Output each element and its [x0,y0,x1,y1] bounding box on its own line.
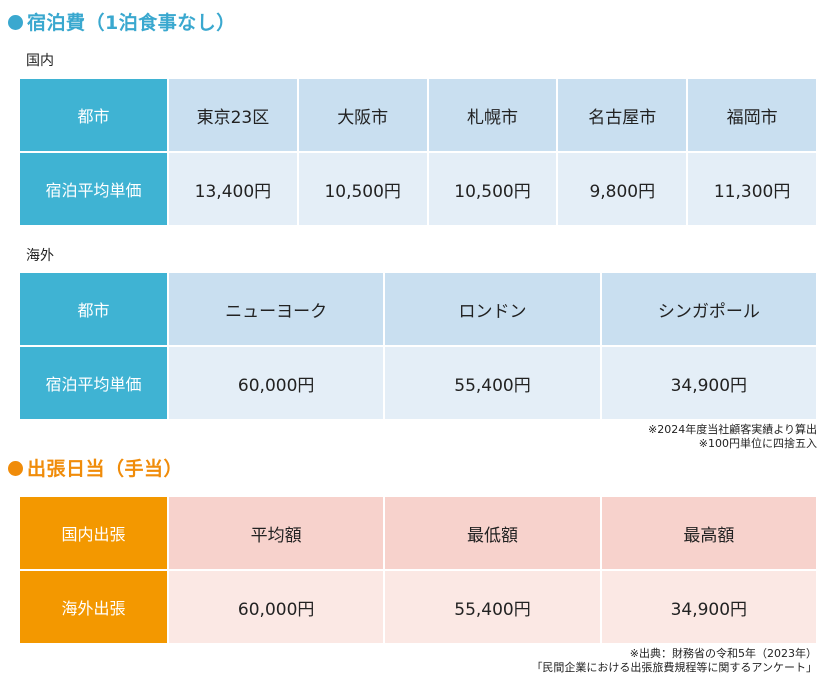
domestic-lodging-table: 都市 東京23区 大阪市 札幌市 名古屋市 福岡市 宿泊平均単価 13,400円… [18,77,818,227]
note-line: ※出典：財務省の令和5年（2023年） [629,647,817,660]
city-cell: シンガポール [601,273,816,345]
note-line: ※2024年度当社顧客実績より算出 [648,423,817,436]
allowance-table: 国内出張 平均額 最低額 最高額 海外出張 60,000円 55,400円 34… [18,495,818,645]
lodging-heading: 宿泊費（1泊食事なし） [8,8,236,35]
lodging-title: 宿泊費（1泊食事なし） [27,12,236,34]
table-row: 宿泊平均単価 60,000円 55,400円 34,900円 [20,347,816,419]
city-cell: 福岡市 [688,79,816,151]
price-cell: 10,500円 [428,153,557,225]
price-cell: 11,300円 [688,153,816,225]
city-cell: ニューヨーク [169,273,384,345]
city-cell: 東京23区 [169,79,297,151]
table-row: 国内出張 平均額 最低額 最高額 [20,497,816,569]
table-row: 海外出張 60,000円 55,400円 34,900円 [20,571,816,643]
note-line: ※100円単位に四捨五入 [698,437,817,450]
price-cell: 9,800円 [558,153,687,225]
column-header: 平均額 [169,497,384,569]
table-row: 都市 東京23区 大阪市 札幌市 名古屋市 福岡市 [20,79,816,151]
allowance-title: 出張日当（手当） [27,458,184,480]
bullet-dot-icon [8,461,23,476]
domestic-trip-header: 国内出張 [20,497,167,569]
column-header: 最高額 [601,497,816,569]
overseas-label: 海外 [26,248,54,264]
column-header: 最低額 [385,497,600,569]
allowance-heading: 出張日当（手当） [8,454,183,481]
city-cell: ロンドン [385,273,600,345]
allowance-notes: ※出典：財務省の令和5年（2023年） 「民間企業における出張旅費規程等に関する… [531,647,817,675]
value-cell: 60,000円 [169,571,384,643]
overseas-lodging-table: 都市 ニューヨーク ロンドン シンガポール 宿泊平均単価 60,000円 55,… [18,271,818,421]
value-cell: 55,400円 [385,571,600,643]
city-cell: 名古屋市 [558,79,687,151]
table-row: 宿泊平均単価 13,400円 10,500円 10,500円 9,800円 11… [20,153,816,225]
lodging-notes: ※2024年度当社顧客実績より算出 ※100円単位に四捨五入 [648,423,817,451]
city-header: 都市 [20,79,167,151]
note-line: 「民間企業における出張旅費規程等に関するアンケート」 [531,661,817,674]
value-cell: 34,900円 [601,571,816,643]
price-cell: 34,900円 [601,347,816,419]
price-cell: 13,400円 [169,153,297,225]
domestic-label: 国内 [26,53,54,69]
price-cell: 10,500円 [298,153,427,225]
price-cell: 55,400円 [385,347,600,419]
price-cell: 60,000円 [169,347,384,419]
price-header: 宿泊平均単価 [20,153,167,225]
bullet-dot-icon [8,15,23,30]
overseas-trip-header: 海外出張 [20,571,167,643]
city-cell: 札幌市 [428,79,557,151]
city-header: 都市 [20,273,167,345]
price-header: 宿泊平均単価 [20,347,167,419]
city-cell: 大阪市 [298,79,427,151]
table-row: 都市 ニューヨーク ロンドン シンガポール [20,273,816,345]
